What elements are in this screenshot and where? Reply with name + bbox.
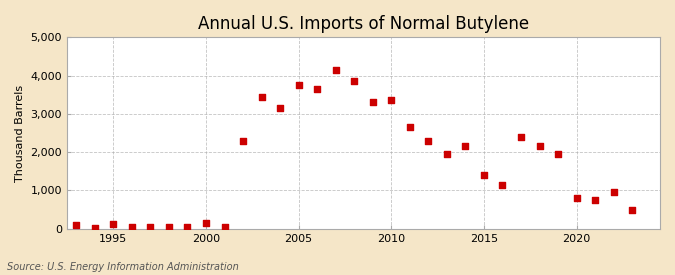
Point bbox=[404, 125, 415, 130]
Point bbox=[275, 106, 286, 110]
Point bbox=[460, 144, 471, 148]
Point bbox=[238, 138, 248, 143]
Point bbox=[479, 173, 489, 177]
Title: Annual U.S. Imports of Normal Butylene: Annual U.S. Imports of Normal Butylene bbox=[198, 15, 529, 33]
Point bbox=[163, 225, 174, 229]
Point bbox=[367, 100, 378, 104]
Point bbox=[108, 221, 119, 226]
Point bbox=[330, 68, 341, 72]
Point bbox=[441, 152, 452, 156]
Point bbox=[293, 83, 304, 87]
Point bbox=[590, 198, 601, 202]
Point bbox=[627, 207, 638, 212]
Point bbox=[349, 79, 360, 84]
Point bbox=[312, 87, 323, 91]
Point bbox=[182, 225, 193, 230]
Point bbox=[516, 134, 526, 139]
Point bbox=[497, 182, 508, 187]
Point bbox=[571, 196, 582, 200]
Y-axis label: Thousand Barrels: Thousand Barrels bbox=[15, 84, 25, 182]
Text: Source: U.S. Energy Information Administration: Source: U.S. Energy Information Administ… bbox=[7, 262, 238, 272]
Point bbox=[553, 152, 564, 156]
Point bbox=[126, 224, 137, 229]
Point bbox=[256, 94, 267, 99]
Point bbox=[145, 225, 156, 229]
Point bbox=[200, 221, 211, 225]
Point bbox=[386, 98, 397, 103]
Point bbox=[534, 144, 545, 148]
Point bbox=[219, 224, 230, 229]
Point bbox=[608, 190, 619, 194]
Point bbox=[89, 226, 100, 231]
Point bbox=[71, 223, 82, 227]
Point bbox=[423, 138, 434, 143]
